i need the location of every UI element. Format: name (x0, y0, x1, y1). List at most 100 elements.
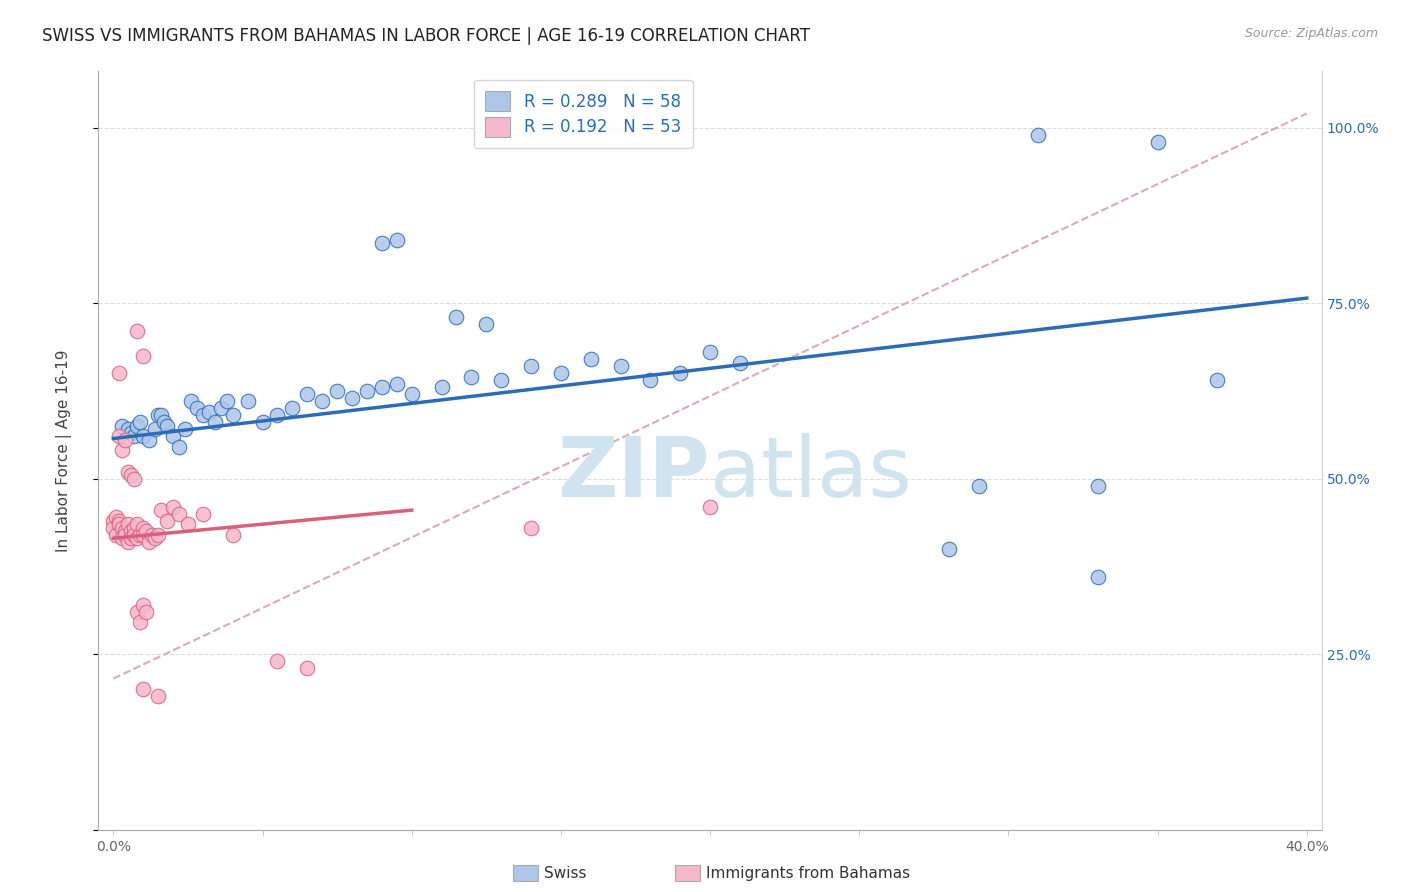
Point (135, 524, 157, 539)
Point (209, 401, 232, 416)
Point (122, 527, 145, 541)
Point (146, 527, 169, 541)
Point (111, 521, 134, 535)
Point (114, 524, 136, 539)
Point (1087, 478, 1109, 492)
Point (143, 531, 166, 545)
Point (129, 527, 152, 541)
Point (156, 514, 179, 528)
Point (297, 661, 319, 675)
Point (162, 429, 184, 443)
Point (117, 422, 139, 436)
Point (129, 615, 152, 630)
Point (489, 373, 512, 387)
Point (180, 394, 202, 409)
Point (120, 531, 142, 545)
Point (191, 507, 214, 521)
Point (103, 514, 125, 528)
Point (105, 527, 128, 541)
Point (117, 465, 139, 479)
Point (156, 418, 179, 433)
Legend: R = 0.289   N = 58, R = 0.192   N = 53: R = 0.289 N = 58, R = 0.192 N = 53 (474, 79, 693, 148)
Point (204, 416, 226, 430)
Point (1146, 135, 1168, 149)
Point (236, 394, 259, 409)
Point (728, 356, 751, 370)
Point (103, 521, 125, 535)
Point (385, 233, 408, 247)
Point (938, 541, 960, 556)
Point (371, 380, 394, 394)
Text: Swiss: Swiss (544, 866, 586, 880)
Point (669, 366, 692, 380)
Point (699, 345, 721, 359)
Point (1206, 373, 1229, 387)
Point (186, 401, 208, 416)
Point (127, 324, 149, 338)
Point (340, 391, 363, 405)
Point (132, 429, 155, 443)
Point (1087, 570, 1109, 584)
Point (153, 416, 176, 430)
Point (108, 429, 131, 443)
Point (326, 384, 349, 398)
Point (174, 422, 197, 436)
Point (127, 418, 149, 433)
Point (281, 401, 304, 416)
Point (475, 317, 498, 331)
Point (120, 425, 142, 440)
Point (150, 503, 173, 517)
Y-axis label: In Labor Force | Age 16-19: In Labor Force | Age 16-19 (56, 349, 72, 552)
Point (167, 440, 190, 454)
Point (177, 517, 200, 532)
Point (127, 605, 149, 619)
Point (146, 689, 169, 703)
Point (114, 527, 136, 541)
Point (297, 387, 319, 401)
Point (143, 422, 166, 436)
Point (401, 387, 423, 401)
Point (120, 468, 142, 483)
Point (114, 433, 136, 447)
Point (117, 517, 139, 532)
Point (120, 524, 142, 539)
Text: ZIP: ZIP (558, 433, 710, 514)
Point (371, 236, 394, 251)
Text: Immigrants from Bahamas: Immigrants from Bahamas (706, 866, 910, 880)
Point (266, 654, 288, 668)
Point (215, 394, 238, 409)
Point (111, 443, 134, 458)
Point (132, 349, 155, 363)
Point (108, 514, 131, 528)
Point (108, 517, 131, 532)
Point (132, 682, 155, 697)
Point (129, 416, 152, 430)
Point (135, 605, 157, 619)
Text: SWISS VS IMMIGRANTS FROM BAHAMAS IN LABOR FORCE | AGE 16-19 CORRELATION CHART: SWISS VS IMMIGRANTS FROM BAHAMAS IN LABO… (42, 27, 810, 45)
Point (967, 478, 990, 492)
Point (609, 359, 631, 374)
Point (132, 521, 155, 535)
Point (550, 366, 572, 380)
Point (138, 534, 160, 549)
Point (122, 429, 145, 443)
Point (122, 521, 145, 535)
Point (111, 418, 134, 433)
Point (385, 376, 408, 391)
Point (221, 409, 243, 423)
Point (108, 366, 131, 380)
Point (520, 359, 543, 374)
Point (127, 517, 149, 532)
Point (579, 352, 602, 367)
Point (252, 416, 274, 430)
Point (699, 500, 721, 514)
Point (221, 527, 243, 541)
Point (311, 394, 333, 409)
Point (520, 521, 543, 535)
Point (460, 369, 482, 384)
Point (356, 384, 378, 398)
Text: atlas: atlas (710, 433, 911, 514)
Point (146, 409, 169, 423)
Point (150, 409, 173, 423)
Point (446, 310, 468, 324)
